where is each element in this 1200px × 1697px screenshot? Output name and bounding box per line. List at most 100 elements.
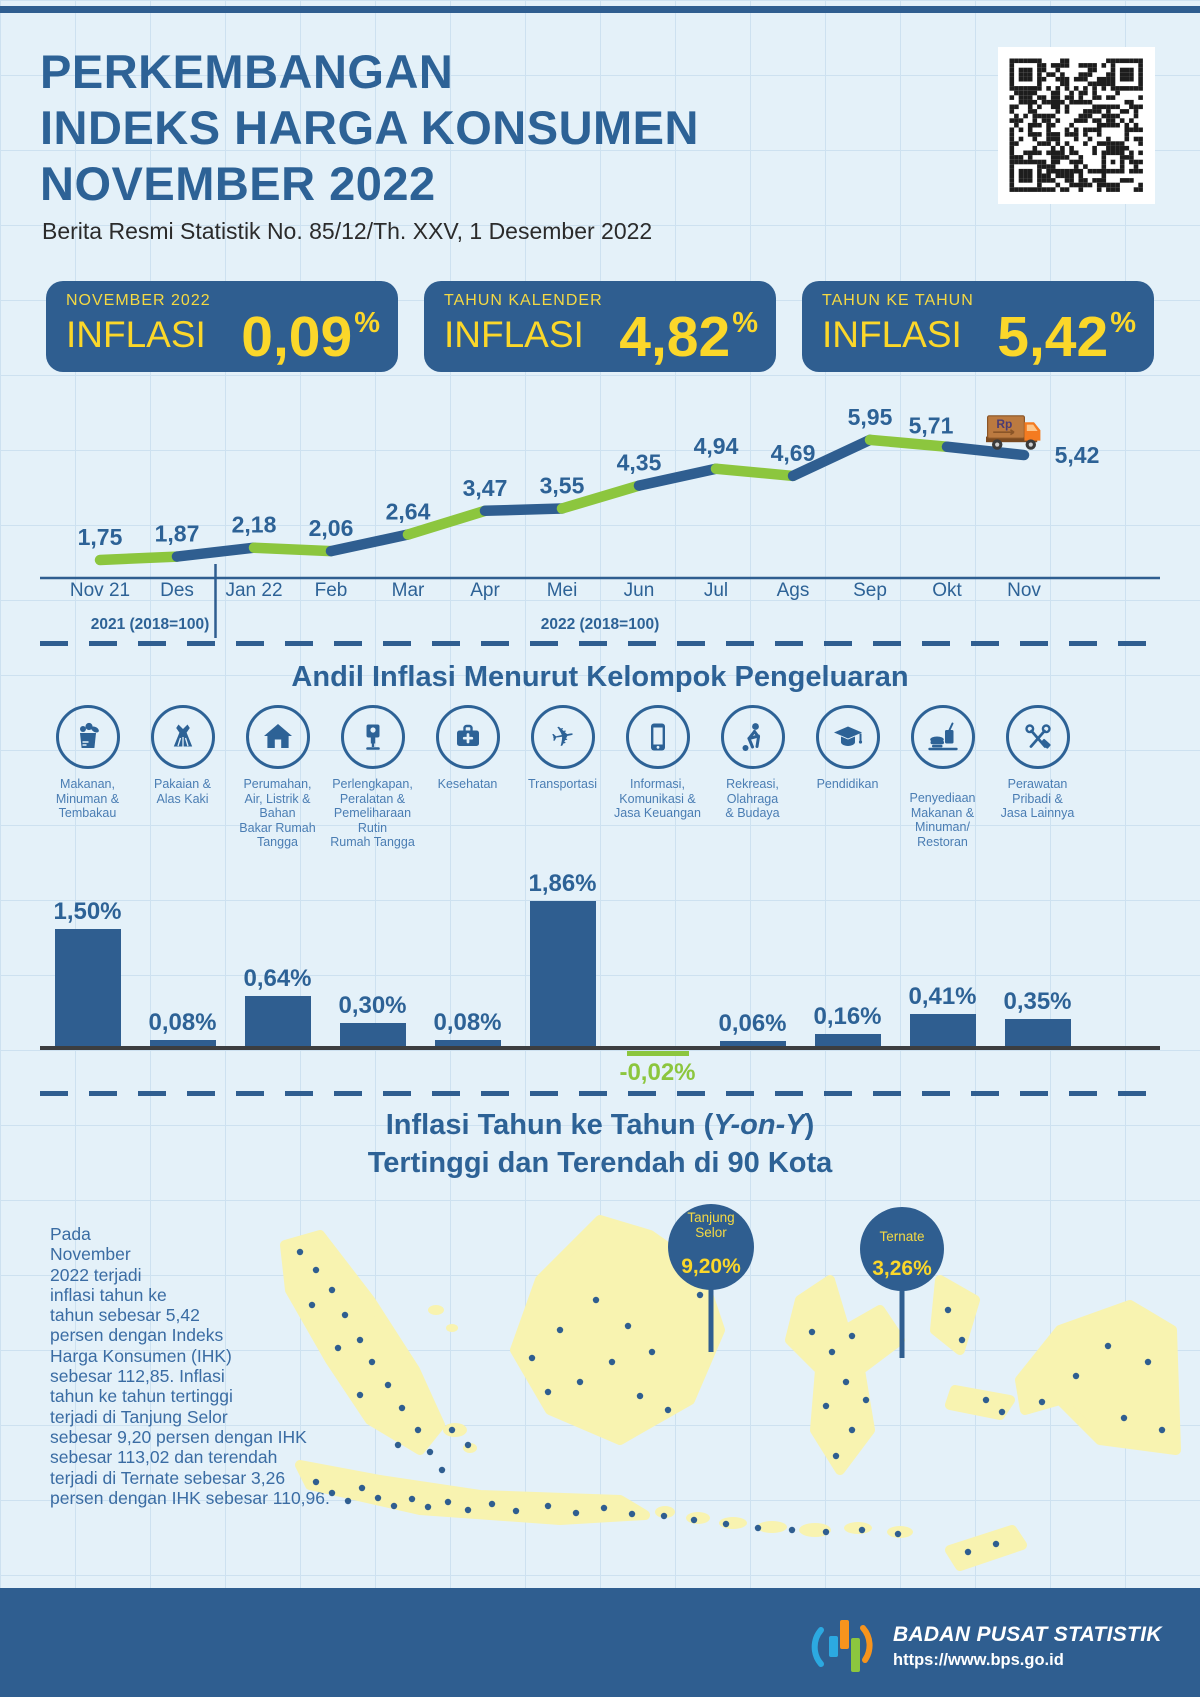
city-dot — [328, 1489, 336, 1497]
expenditure-group-9: Pendidikan — [800, 705, 895, 850]
stat-card-unit: % — [1110, 307, 1136, 339]
personal-care-icon — [1005, 705, 1070, 769]
recreation-icon — [720, 705, 785, 769]
line-segment — [479, 503, 568, 517]
ternate-city-label: Ternate — [879, 1229, 924, 1244]
city-dot — [862, 1396, 870, 1404]
x-axis-label: Jul — [704, 580, 728, 601]
city-dot — [992, 1540, 1000, 1548]
city-dot — [341, 1311, 349, 1319]
city-dot — [944, 1306, 952, 1314]
island — [686, 1512, 710, 1524]
line-point-label: 4,94 — [694, 433, 739, 459]
line-segment — [787, 434, 876, 482]
stat-card-calendar-year-inflation: TAHUN KALENDER INFLASI 4,82% — [424, 281, 776, 372]
bar-value-label: 1,86% — [528, 870, 597, 897]
bps-logo-icon — [811, 1620, 873, 1672]
information-icon — [625, 705, 690, 769]
city-dot — [848, 1426, 856, 1434]
city-dot — [512, 1507, 520, 1515]
expenditure-group-10: Penyediaan Makanan & Minuman/ Restoran — [895, 705, 990, 850]
bar-value-label: -0,02% — [619, 1059, 696, 1086]
stat-card-monthly-inflation: NOVEMBER 2022 INFLASI 0,09% — [46, 281, 398, 372]
city-dot — [958, 1336, 966, 1344]
expenditure-groups-row: Makanan, Minuman & Tembakau Pakaian & Ala… — [40, 705, 1085, 850]
city-dot — [894, 1530, 902, 1538]
x-axis-label: Okt — [932, 580, 962, 601]
expenditure-group-label: Kesehatan — [437, 777, 498, 791]
line-point-label: 3,47 — [463, 475, 508, 501]
housing-icon — [245, 705, 310, 769]
city-dot — [648, 1348, 656, 1356]
yoy-inflation-line-chart: 1,75 1,87 2,18 2,06 2,64 3,47 3,55 4,35 4,94 4,69… — [40, 404, 1160, 638]
footer-url-link[interactable]: https://www.bps.go.id — [893, 1651, 1064, 1669]
city-dot — [544, 1388, 552, 1396]
island — [295, 1460, 650, 1525]
city-dot — [576, 1378, 584, 1386]
city-dot — [384, 1381, 392, 1389]
island — [844, 1522, 872, 1534]
line-segment — [633, 463, 722, 491]
city-dot — [822, 1528, 830, 1536]
city-dot — [858, 1526, 866, 1534]
city-dot — [664, 1406, 672, 1414]
city-dot — [308, 1301, 316, 1309]
bar-1 — [54, 929, 121, 1046]
year-label-2022: 2022 (2018=100) — [541, 616, 660, 633]
city-dot — [398, 1404, 406, 1412]
bar-10 — [909, 1014, 976, 1046]
line-segment — [556, 480, 645, 514]
city-dot — [394, 1441, 402, 1449]
expenditure-group-5: Kesehatan — [420, 705, 515, 850]
ternate-marker — [860, 1207, 944, 1291]
city-dot — [828, 1348, 836, 1356]
bar-2 — [149, 1040, 216, 1046]
x-axis-label: Jan 22 — [225, 580, 282, 601]
x-axis-label: Jun — [624, 580, 655, 601]
line-point-label: 2,18 — [232, 512, 277, 538]
expenditure-group-label: Informasi, Komunikasi & Jasa Keuangan — [614, 777, 701, 820]
city-dot — [1072, 1372, 1080, 1380]
yoy-italic: Y-on-Y — [713, 1109, 805, 1141]
svg-text:Rp: Rp — [996, 417, 1012, 431]
island — [945, 1525, 1027, 1571]
expenditure-group-label: Transportasi — [527, 777, 597, 791]
expenditure-group-label: Perumahan, Air, Listrik & Bahan Bakar Ru… — [239, 777, 316, 849]
stat-card-period: NOVEMBER 2022 — [66, 292, 211, 309]
bar-5 — [434, 1040, 501, 1046]
city-dot — [608, 1358, 616, 1366]
food-icon — [55, 705, 120, 769]
bar-4 — [339, 1023, 406, 1046]
expenditure-group-3: Perumahan, Air, Listrik & Bahan Bakar Ru… — [230, 705, 325, 850]
city-dot — [848, 1332, 856, 1340]
expenditure-group-11: Perawatan Pribadi & Jasa Lainnya — [990, 705, 1085, 850]
line-segment — [941, 441, 1030, 461]
expenditure-group-label: Makanan, Minuman & Tembakau — [55, 777, 120, 820]
island — [280, 1230, 445, 1455]
island — [1015, 1300, 1181, 1455]
city-dot — [660, 1512, 668, 1520]
city-dot — [414, 1426, 422, 1434]
city-dot — [464, 1506, 472, 1514]
x-axis-label: Feb — [315, 580, 348, 601]
dashed-separator — [40, 1091, 1160, 1096]
line-segment — [710, 463, 799, 482]
city-dot — [822, 1402, 830, 1410]
map-title-line1: Inflasi Tahun ke Tahun (Y-on-Y) — [385, 1109, 815, 1141]
city-dot — [356, 1391, 364, 1399]
island — [785, 1275, 905, 1475]
x-axis-label: Nov 21 — [70, 580, 130, 601]
island — [799, 1523, 831, 1537]
expenditure-group-label: Rekreasi, Olahraga & Budaya — [725, 777, 780, 820]
tanjung-selor-city-label: Tanjung — [687, 1210, 734, 1225]
footer-band — [0, 1588, 1200, 1697]
release-subtitle: Berita Resmi Statistik No. 85/12/Th. XXV… — [42, 218, 653, 244]
expenditure-group-label: Perlengkapan, Peralatan & Pemeliharaan R… — [330, 777, 415, 849]
qr-code-icon — [998, 47, 1155, 204]
city-dot — [374, 1494, 382, 1502]
city-dot — [636, 1392, 644, 1400]
city-dot — [998, 1408, 1006, 1416]
island — [446, 1324, 458, 1332]
summary-paragraph: Pada November 2022 terjadi inflasi tahun… — [50, 1224, 330, 1508]
